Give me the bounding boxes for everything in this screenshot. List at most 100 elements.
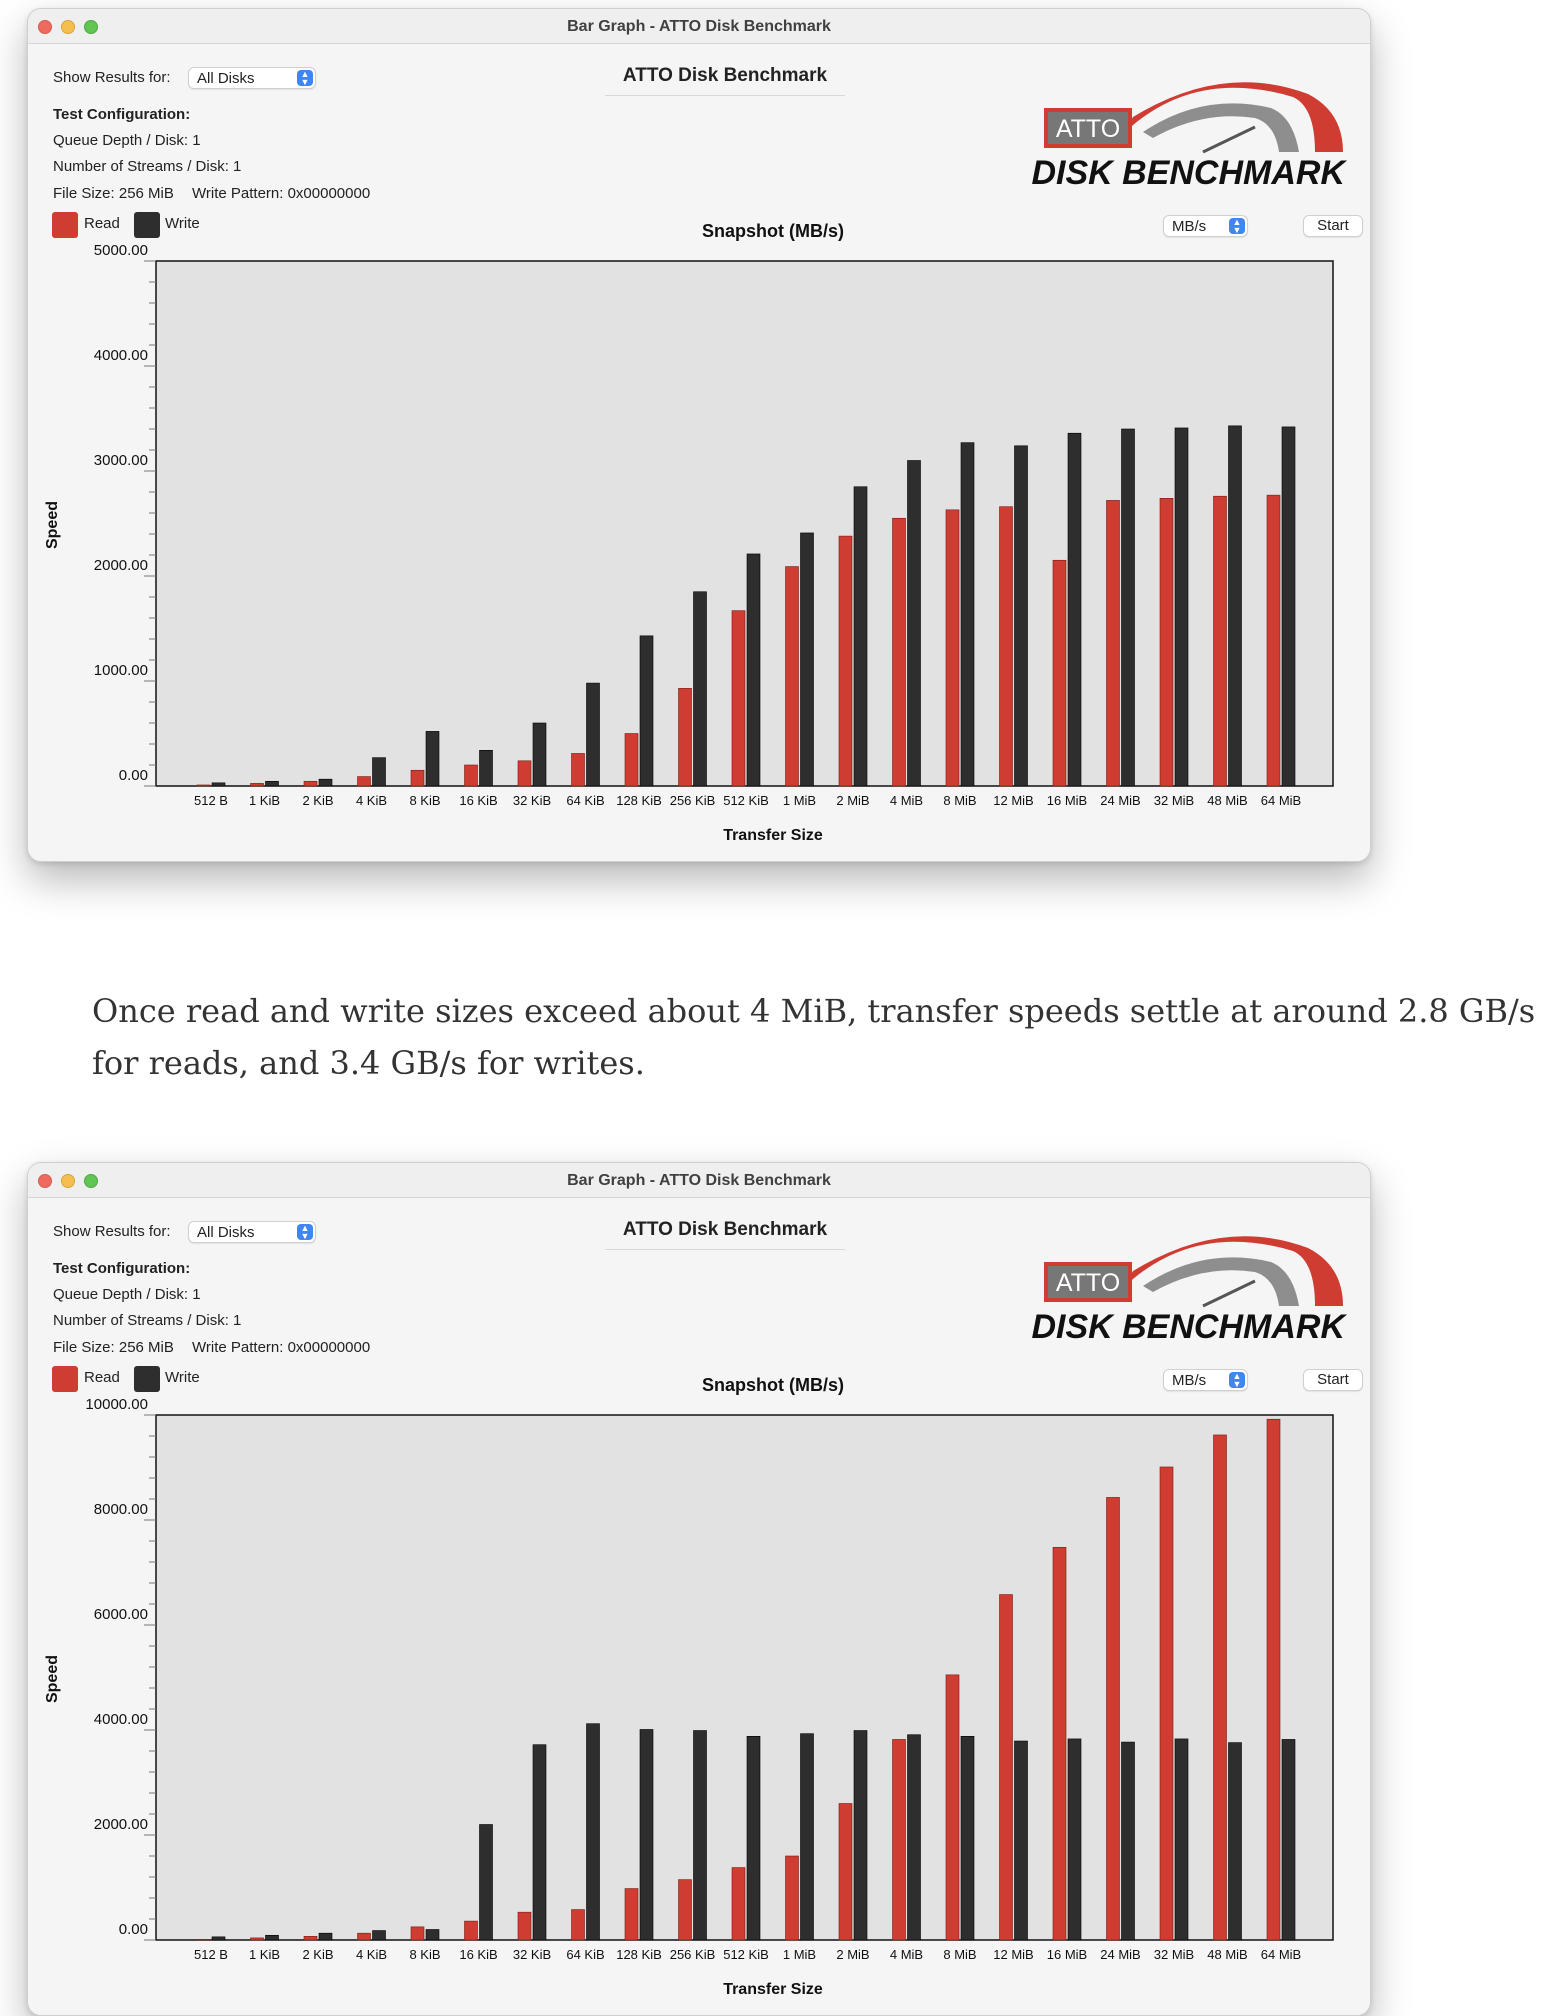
title-bar: Bar Graph - ATTO Disk Benchmark	[28, 9, 1370, 44]
bar-read	[624, 1888, 639, 1941]
bar-read	[892, 517, 906, 787]
bar-write	[318, 778, 333, 787]
bar-read	[1213, 495, 1227, 787]
zoom-button[interactable]	[84, 20, 98, 34]
atto-logo: ATTO DISK BENCHMARK	[1031, 1236, 1347, 1346]
logo-disk-benchmark-text: DISK BENCHMARK	[1031, 154, 1347, 192]
window-title: Bar Graph - ATTO Disk Benchmark	[567, 1172, 831, 1189]
x-tick-label: 48 MiB	[1207, 793, 1247, 808]
show-results-label: Show Results for:	[53, 69, 171, 86]
x-tick-label: 128 KiB	[616, 1947, 662, 1962]
x-tick-label: 48 MiB	[1207, 1947, 1247, 1962]
y-tick-label: 4000.00	[94, 1711, 148, 1728]
x-tick-label: 24 MiB	[1100, 1947, 1140, 1962]
bar-write	[265, 780, 279, 787]
chevron-updown-icon: ▲ ▼	[1229, 218, 1245, 235]
x-tick-label: 1 MiB	[783, 1947, 816, 1962]
close-button[interactable]	[38, 20, 52, 34]
test-config-header: Test Configuration:	[53, 1260, 191, 1277]
bar-read	[678, 688, 692, 787]
logo-disk-benchmark-text: DISK BENCHMARK	[1031, 1308, 1347, 1346]
x-tick-label: 512 B	[194, 793, 228, 808]
bar-read	[571, 1909, 585, 1941]
show-results-select[interactable]: All Disks ▲ ▼	[188, 1221, 316, 1243]
bar-read	[303, 1936, 318, 1941]
chevron-updown-icon: ▲ ▼	[1229, 1372, 1245, 1389]
bar-chart-2: 0.00 2000.00 4000.00 6000.00 8000.00 10000.00…	[85, 1396, 1334, 1962]
x-tick-label: 32 MiB	[1154, 1947, 1194, 1962]
bar-write	[639, 635, 654, 787]
bar-read	[196, 1939, 211, 1941]
x-tick-label: 1 KiB	[249, 793, 280, 808]
queue-depth-label: Queue Depth / Disk: 1	[53, 132, 201, 149]
bar-write	[211, 782, 226, 787]
x-tick-label: 512 KiB	[723, 793, 769, 808]
logo-gauge-arc	[1143, 1257, 1299, 1306]
bar-read	[945, 1674, 960, 1941]
x-tick-label: 4 MiB	[890, 793, 923, 808]
bar-write	[211, 1936, 226, 1941]
bar-write	[532, 722, 547, 787]
x-tick-label: 12 MiB	[993, 1947, 1033, 1962]
bar-write	[318, 1932, 333, 1941]
minimize-button[interactable]	[61, 20, 75, 34]
bar-write	[265, 1934, 279, 1941]
y-tick-label: 5000.00	[94, 242, 148, 259]
streams-label: Number of Streams / Disk: 1	[53, 1312, 242, 1329]
bar-write	[746, 1735, 761, 1941]
chevron-updown-icon: ▲ ▼	[297, 1224, 313, 1241]
bar-write	[1121, 428, 1135, 787]
legend-write-label: Write	[165, 1369, 200, 1386]
x-tick-label: 2 MiB	[836, 1947, 869, 1962]
x-tick-label: 64 KiB	[566, 793, 604, 808]
bar-write	[1228, 425, 1242, 787]
bar-read	[1159, 497, 1174, 787]
bar-write	[425, 1929, 440, 1941]
file-size-label: File Size: 256 MiB	[53, 1339, 174, 1356]
start-button[interactable]: Start	[1303, 1369, 1363, 1391]
legend-read-swatch	[52, 1366, 78, 1392]
units-select[interactable]: MB/s ▲ ▼	[1163, 215, 1248, 237]
x-tick-label: 256 KiB	[670, 793, 716, 808]
units-select[interactable]: MB/s ▲ ▼	[1163, 1369, 1248, 1391]
window-content: Show Results for: All Disks ▲ ▼ ATTO Disk…	[28, 1198, 1370, 2015]
minimize-button[interactable]	[61, 1174, 75, 1188]
bar-read	[1052, 559, 1067, 787]
bar-write	[1121, 1741, 1135, 1941]
x-tick-label: 2 KiB	[302, 1947, 333, 1962]
bar-read	[731, 1867, 746, 1941]
bar-read	[571, 753, 585, 787]
bar-write	[1174, 427, 1189, 787]
x-tick-label: 4 KiB	[356, 1947, 387, 1962]
test-config-header: Test Configuration:	[53, 106, 191, 123]
window-content: Show Results for: All Disks ▲ ▼ ATTO Disk…	[28, 44, 1370, 861]
bar-read	[517, 1911, 532, 1941]
write-pattern-label: Write Pattern: 0x00000000	[192, 1339, 371, 1356]
x-tick-label: 32 MiB	[1154, 793, 1194, 808]
units-value: MB/s	[1172, 218, 1207, 235]
bar-read	[1213, 1434, 1227, 1941]
close-button[interactable]	[38, 1174, 52, 1188]
y-tick-label: 0.00	[119, 1921, 148, 1938]
x-tick-label: 2 KiB	[302, 793, 333, 808]
start-button[interactable]: Start	[1303, 215, 1363, 237]
bar-write	[479, 1824, 493, 1941]
zoom-button[interactable]	[84, 1174, 98, 1188]
bar-read	[464, 1920, 478, 1941]
bar-write	[693, 1730, 707, 1941]
bar-read	[785, 566, 799, 787]
x-tick-label: 1 MiB	[783, 793, 816, 808]
y-tick-label: 0.00	[119, 767, 148, 784]
x-tick-label: 8 MiB	[943, 1947, 976, 1962]
x-tick-label: 32 KiB	[513, 1947, 551, 1962]
benchmark-window-2: Bar Graph - ATTO Disk Benchmark Show Res…	[27, 1162, 1371, 2016]
y-tick-label: 2000.00	[94, 557, 148, 574]
bar-write	[372, 1930, 386, 1941]
bar-read	[196, 784, 211, 787]
show-results-select[interactable]: All Disks ▲ ▼	[188, 67, 316, 89]
x-tick-label: 16 KiB	[459, 793, 497, 808]
traffic-lights	[38, 20, 98, 34]
logo-atto-text: ATTO	[1056, 1269, 1120, 1297]
bar-read	[1106, 500, 1120, 787]
bar-read	[250, 1937, 264, 1941]
